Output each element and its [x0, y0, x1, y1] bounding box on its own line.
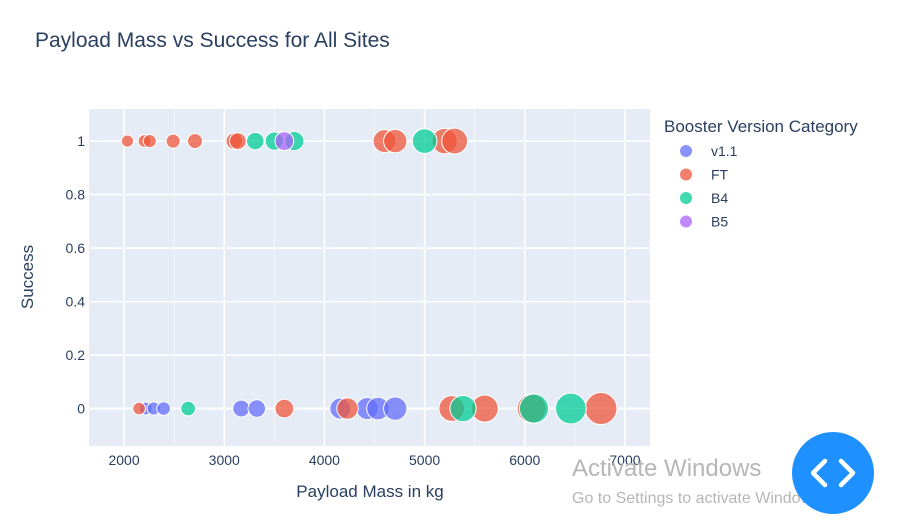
- x-tick-labels: 2000 3000 4000 5000 6000 7000: [108, 452, 640, 468]
- legend-title: Booster Version Category: [664, 117, 858, 136]
- legend-marker: [680, 145, 692, 157]
- data-point: [156, 401, 171, 416]
- y-tick-label: 0.8: [66, 187, 86, 203]
- watermark-subtitle: Go to Settings to activate Windows.: [572, 490, 825, 507]
- code-chevrons-icon: [810, 458, 856, 488]
- data-point: [383, 128, 408, 154]
- legend-label: v1.1: [711, 143, 738, 159]
- data-point: [228, 132, 247, 150]
- data-point: [165, 133, 181, 149]
- data-point: [554, 392, 587, 425]
- y-tick-label: 0.4: [66, 294, 86, 310]
- data-point: [441, 127, 469, 155]
- y-axis-title: Success: [18, 245, 37, 309]
- legend-label: FT: [711, 167, 729, 183]
- data-point: [274, 398, 295, 419]
- data-point: [186, 133, 203, 150]
- x-axis-title: Payload Mass in kg: [296, 482, 443, 501]
- data-point: [411, 128, 438, 154]
- legend-label: B4: [711, 190, 728, 206]
- data-point: [383, 396, 408, 421]
- data-point: [336, 397, 359, 420]
- grid: [89, 109, 650, 446]
- y-tick-label: 0: [77, 401, 85, 417]
- x-tick-label: 5000: [409, 452, 440, 468]
- data-point: [132, 401, 146, 416]
- legend: v1.1 FT B4 B5: [680, 143, 738, 230]
- watermark-title: Activate Windows: [572, 455, 761, 482]
- code-nav-button[interactable]: [792, 432, 874, 514]
- data-point: [274, 131, 295, 151]
- x-tick-label: 6000: [509, 452, 540, 468]
- y-tick-label: 1: [77, 133, 85, 149]
- data-point: [247, 399, 267, 418]
- data-point: [142, 134, 157, 149]
- plot-area: [89, 109, 650, 446]
- data-points: [120, 127, 618, 426]
- data-point: [518, 393, 550, 424]
- data-point: [180, 400, 197, 417]
- legend-marker: [680, 192, 692, 204]
- data-point: [246, 131, 265, 151]
- y-tick-label: 0.6: [66, 240, 86, 256]
- x-tick-label: 7000: [609, 452, 640, 468]
- data-point: [232, 399, 251, 418]
- data-point: [120, 134, 135, 148]
- legend-marker: [680, 215, 692, 228]
- legend-marker: [680, 168, 692, 181]
- y-tick-labels: 0 0.2 0.4 0.6 0.8 1: [66, 133, 86, 416]
- data-point: [584, 392, 618, 426]
- x-tick-label: 2000: [108, 452, 139, 468]
- legend-label: B5: [711, 214, 728, 230]
- x-tick-label: 4000: [309, 452, 340, 468]
- x-tick-label: 3000: [209, 452, 240, 468]
- chart-title: Payload Mass vs Success for All Sites: [35, 29, 390, 52]
- data-point: [449, 394, 477, 423]
- y-tick-label: 0.2: [66, 347, 86, 363]
